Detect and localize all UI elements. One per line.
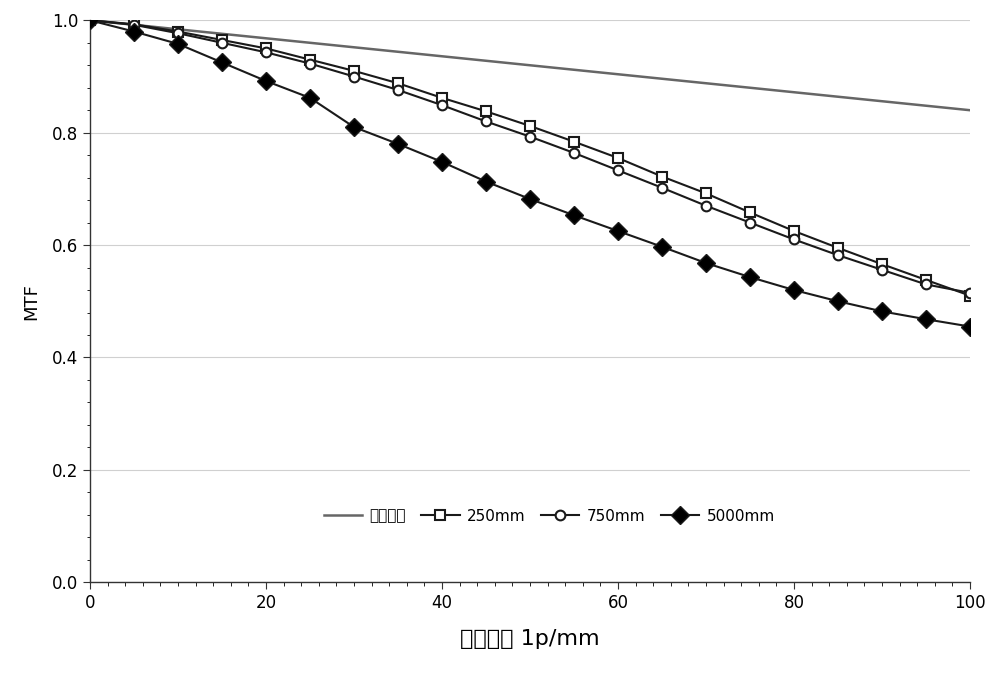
Legend: 衍射极限, 250mm, 750mm, 5000mm: 衍射极限, 250mm, 750mm, 5000mm (318, 502, 781, 529)
Y-axis label: MTF: MTF (23, 283, 41, 320)
X-axis label: 空间频率 1p/mm: 空间频率 1p/mm (460, 629, 600, 649)
